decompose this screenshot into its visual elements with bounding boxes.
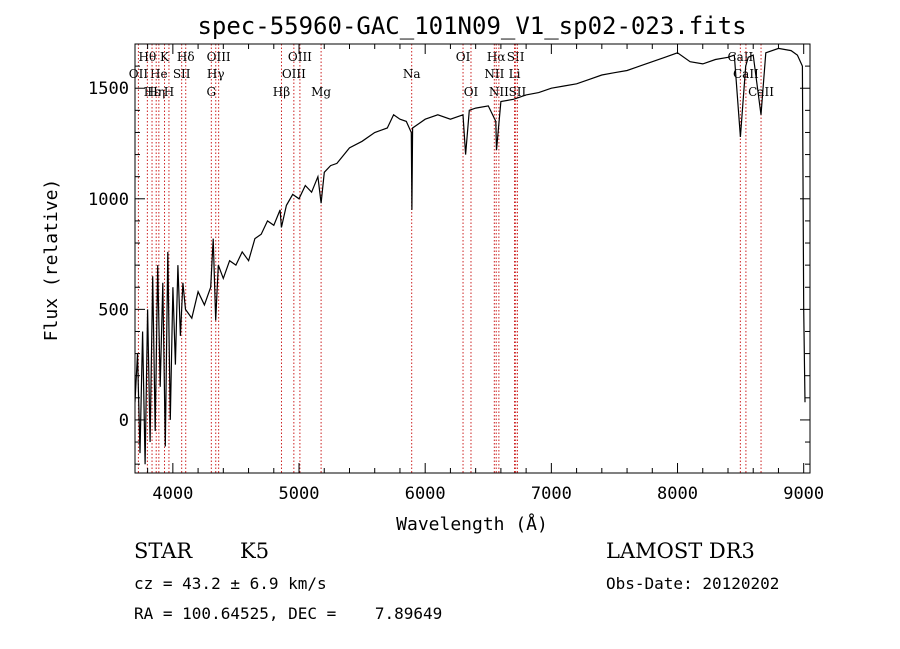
spectral-line-label: OIII bbox=[288, 50, 312, 64]
spectral-line-label: Hε bbox=[144, 85, 161, 99]
x-tick-label: 5000 bbox=[279, 484, 320, 504]
spectral-line-label: OI bbox=[464, 85, 479, 99]
spectral-line-label: OII bbox=[129, 67, 149, 81]
spectral-line-label: Mg bbox=[311, 85, 331, 99]
spectral-line-label: CaII bbox=[748, 85, 774, 99]
spectral-line-label: Hα bbox=[487, 50, 506, 64]
object-class: STAR bbox=[134, 539, 193, 563]
spectral-line-label: Hδ bbox=[177, 50, 195, 64]
redshift-value: cz = 43.2 ± 6.9 km/s bbox=[134, 574, 327, 593]
x-tick-label: 6000 bbox=[405, 484, 446, 504]
x-tick-label: 9000 bbox=[783, 484, 824, 504]
spectral-line-label: Hθ bbox=[139, 50, 157, 64]
spectral-line-label: OI bbox=[456, 50, 471, 64]
spectral-line-label: NII bbox=[489, 85, 509, 99]
survey-label: LAMOST DR3 bbox=[606, 539, 755, 563]
coordinates: RA = 100.64525, DEC = 7.89649 bbox=[134, 604, 443, 623]
spectral-line-label: He bbox=[150, 67, 168, 81]
y-axis-label: Flux (relative) bbox=[41, 179, 62, 342]
spectral-line-label: OIII bbox=[207, 50, 231, 64]
spectral-line-label: Hγ bbox=[207, 67, 225, 81]
spectral-line-label: Hβ bbox=[273, 85, 290, 99]
spectral-line-label: SII bbox=[509, 85, 527, 99]
spectral-line-label: G bbox=[207, 85, 217, 99]
flux-series-line bbox=[135, 47, 806, 465]
x-tick-label: 7000 bbox=[531, 484, 572, 504]
spectral-line-label: NII bbox=[484, 67, 504, 81]
obs-date: Obs-Date: 20120202 bbox=[606, 574, 780, 593]
spectral-line-label: H bbox=[164, 85, 174, 99]
x-axis-label: Wavelength (Å) bbox=[396, 513, 548, 535]
x-tick-label: 4000 bbox=[152, 484, 193, 504]
y-tick-label: 1000 bbox=[88, 190, 129, 210]
spectral-line-label: K bbox=[160, 50, 170, 64]
spectral-subclass: K5 bbox=[240, 539, 270, 563]
spectral-line-label: Li bbox=[509, 67, 521, 81]
spectral-line-label: SII bbox=[173, 67, 191, 81]
spectral-line-label: CaII bbox=[733, 67, 759, 81]
plot-frame bbox=[134, 43, 811, 474]
spectral-line-label: Hη bbox=[147, 85, 165, 99]
spectral-line-label: SII bbox=[507, 50, 525, 64]
y-tick-label: 0 bbox=[119, 411, 129, 431]
x-tick-label: 8000 bbox=[657, 484, 698, 504]
chart-title: spec-55960-GAC_101N09_V1_sp02-023.fits bbox=[197, 12, 746, 40]
spectral-line-label: OIII bbox=[282, 67, 306, 81]
spectral-line-label: Na bbox=[403, 67, 421, 81]
y-tick-label: 500 bbox=[98, 300, 129, 320]
y-tick-label: 1500 bbox=[88, 79, 129, 99]
